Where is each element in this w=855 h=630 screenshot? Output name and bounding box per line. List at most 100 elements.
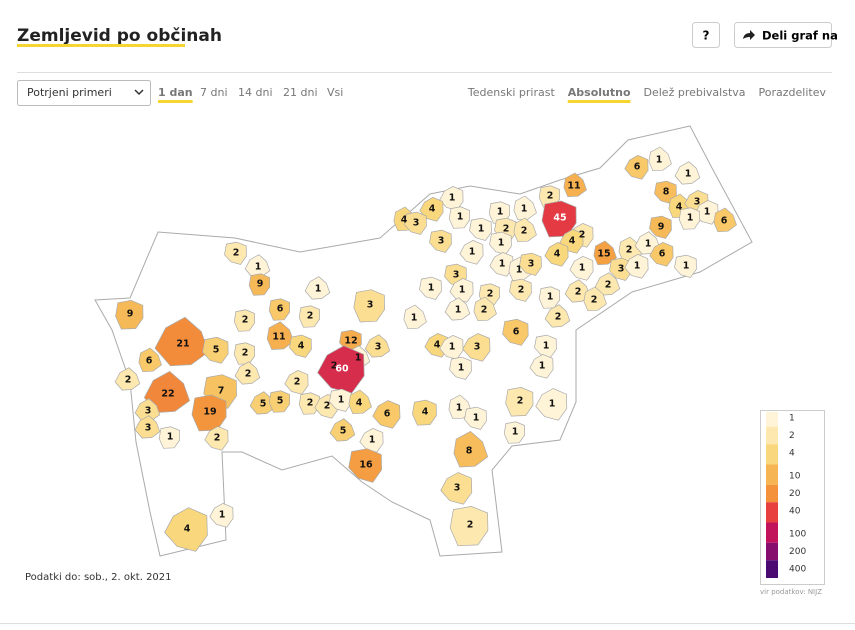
metric-tab[interactable]: Delež prebivalstva xyxy=(644,86,746,99)
municipality xyxy=(268,298,291,321)
municipality xyxy=(624,254,649,279)
municipality xyxy=(348,389,372,415)
municipality-label: 2 xyxy=(555,312,562,323)
municipality-label: 3 xyxy=(375,342,382,353)
legend-label: 20 xyxy=(789,489,801,499)
municipality xyxy=(674,161,701,185)
share-icon xyxy=(743,30,755,40)
legend-label: 2 xyxy=(789,431,795,441)
municipality-label: 1 xyxy=(456,403,463,414)
municipality-label: 4 xyxy=(356,398,363,409)
municipality-label: 4 xyxy=(434,340,441,351)
legend-swatch xyxy=(766,412,778,427)
municipality xyxy=(266,321,295,350)
municipality-label: 1 xyxy=(428,283,435,294)
municipality xyxy=(529,354,554,379)
legend-label: 40 xyxy=(789,506,801,516)
legend-label: 100 xyxy=(789,530,806,540)
share-button[interactable] xyxy=(734,22,832,48)
municipality-label: 1 xyxy=(469,247,476,258)
municipality xyxy=(649,242,674,267)
municipality-label: 2 xyxy=(324,401,331,412)
municipality xyxy=(329,388,352,412)
dropdown[interactable] xyxy=(17,80,151,106)
municipality xyxy=(503,421,526,444)
municipality-label: 1 xyxy=(369,435,376,446)
legend-label: 200 xyxy=(789,547,806,557)
legend-swatch xyxy=(766,542,778,561)
municipality xyxy=(624,155,649,180)
title: Zemljevid po občinah xyxy=(17,26,222,46)
municipality xyxy=(268,390,291,413)
municipality-label: 12 xyxy=(344,336,357,347)
municipality-label: 6 xyxy=(659,249,666,260)
municipality xyxy=(372,400,401,429)
municipality xyxy=(593,240,617,266)
period-tab[interactable]: 7 dni xyxy=(200,86,228,99)
municipality-label: 1 xyxy=(457,212,464,223)
municipality-label: 1 xyxy=(704,207,711,218)
municipality xyxy=(202,336,229,364)
period-tab[interactable]: 14 dni xyxy=(238,86,273,99)
municipality-label: 1 xyxy=(656,155,663,166)
municipality xyxy=(544,304,571,328)
municipality-label: 8 xyxy=(663,187,670,198)
municipality-label: 1 xyxy=(512,427,519,438)
help-button[interactable] xyxy=(692,22,720,48)
municipality xyxy=(453,430,489,468)
municipality-label: 19 xyxy=(203,407,216,418)
metric-tab[interactable]: Absolutno xyxy=(568,86,631,99)
municipality xyxy=(502,318,529,346)
municipality-label: 1 xyxy=(547,292,554,303)
municipality-label: 5 xyxy=(213,345,220,356)
municipality xyxy=(138,347,162,373)
municipality xyxy=(158,426,181,449)
municipality xyxy=(134,415,161,439)
share-label: Deli graf na xyxy=(762,29,838,43)
municipality-label: 9 xyxy=(127,309,134,320)
municipality xyxy=(674,254,697,278)
municipality-label: 2 xyxy=(233,248,240,259)
municipality xyxy=(304,276,331,300)
municipality-label: 4 xyxy=(184,524,191,535)
municipality-label: 7 xyxy=(218,386,225,397)
municipality-label: 1 xyxy=(634,261,641,272)
period-tab[interactable]: 21 dni xyxy=(283,86,318,99)
municipality-label: 2 xyxy=(307,398,314,409)
municipality xyxy=(248,273,271,296)
municipality xyxy=(114,367,141,391)
municipality-label: 9 xyxy=(658,222,665,233)
municipality xyxy=(348,448,382,483)
municipality-label: 21 xyxy=(176,339,189,350)
municipality-label: 3 xyxy=(528,259,535,270)
municipality xyxy=(713,207,737,233)
metric-tab[interactable]: Tedenski prirast xyxy=(467,86,556,99)
legend-swatch xyxy=(766,502,778,523)
municipality-label: 1 xyxy=(645,239,652,250)
municipality-label: 2 xyxy=(242,348,249,359)
municipality xyxy=(459,240,484,265)
municipality-label: 4 xyxy=(569,236,576,247)
municipality-label: 1 xyxy=(255,262,262,273)
metric-tab[interactable]: Porazdelitev xyxy=(759,86,827,99)
period-tab[interactable]: 1 dan xyxy=(158,86,193,99)
municipality xyxy=(154,316,210,367)
dropdown-label: Potrjeni primeri xyxy=(27,86,112,99)
period-tab[interactable]: Vsi xyxy=(327,86,343,99)
municipality-label: 1 xyxy=(458,363,465,374)
tab-underline xyxy=(158,100,193,103)
municipality-label: 2 xyxy=(487,289,494,300)
legend-swatch xyxy=(766,560,778,578)
legend-label: 10 xyxy=(789,472,801,482)
municipality-label: 2 xyxy=(467,520,474,531)
municipality-label: 3 xyxy=(453,270,460,281)
municipality-label: 6 xyxy=(384,409,391,420)
municipality xyxy=(462,333,491,362)
municipality-label: 5 xyxy=(277,396,284,407)
municipality xyxy=(564,279,591,303)
municipality-label: 1 xyxy=(499,259,506,270)
municipality xyxy=(429,229,452,253)
municipality-label: 15 xyxy=(597,249,610,260)
municipality xyxy=(440,472,473,505)
municipality-label: 1 xyxy=(521,204,528,215)
